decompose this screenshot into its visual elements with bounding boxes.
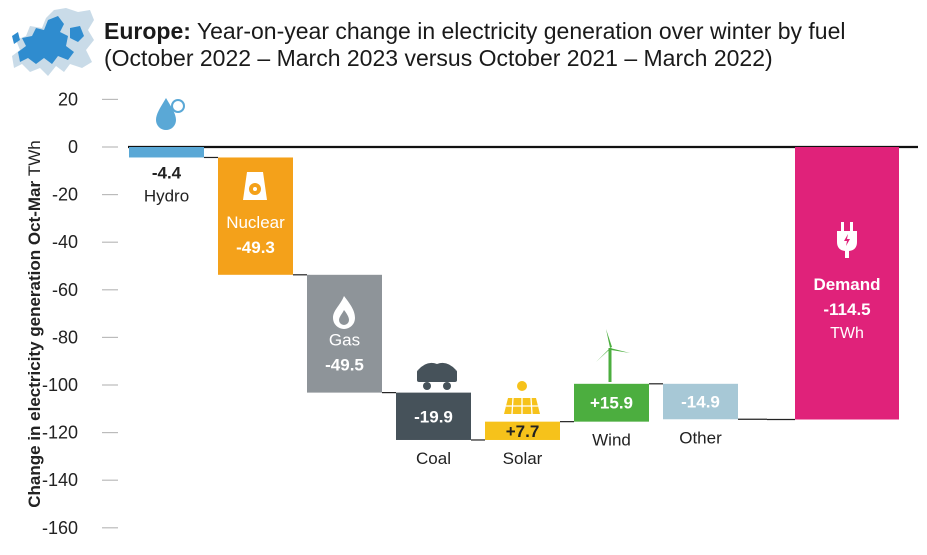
category-label: Solar xyxy=(503,449,543,468)
y-tick-label: -20 xyxy=(52,185,78,205)
data-label: -14.9 xyxy=(681,393,720,412)
y-tick-label: -100 xyxy=(42,375,78,395)
total-data-label: -114.5 xyxy=(823,300,870,319)
category-label: Nuclear xyxy=(226,213,285,232)
nuclear-icon xyxy=(243,172,267,200)
solar-panel-icon xyxy=(504,381,540,415)
y-tick-label: -80 xyxy=(52,327,78,347)
category-label: Coal xyxy=(416,449,451,468)
bar-coal xyxy=(396,392,471,440)
bar-demand xyxy=(795,147,899,420)
y-tick-label: -120 xyxy=(42,423,78,443)
gas-flame-icon xyxy=(333,296,355,329)
total-unit-label: TWh xyxy=(830,325,864,342)
y-tick-label: -40 xyxy=(52,232,78,252)
chart-title: Europe: Year-on-year change in electrici… xyxy=(104,18,919,72)
data-label: -4.4 xyxy=(152,163,182,182)
y-tick-label: -140 xyxy=(42,470,78,490)
y-tick-label: -60 xyxy=(52,280,78,300)
europe-map-icon xyxy=(12,8,94,76)
bar-solar xyxy=(485,421,560,440)
bar-other xyxy=(663,383,738,420)
bar-hydro xyxy=(129,147,204,158)
y-tick-label: 20 xyxy=(58,89,78,109)
data-label: -49.5 xyxy=(325,355,364,374)
bar-gas xyxy=(307,274,382,393)
data-label: -49.3 xyxy=(236,238,275,257)
y-axis-unit: TWh xyxy=(25,140,44,177)
water-drop-icon xyxy=(156,98,185,130)
y-axis-title: Change in electricity generation Oct-Mar… xyxy=(25,140,45,507)
data-label: +7.7 xyxy=(506,422,540,441)
category-label: Other xyxy=(679,428,722,447)
data-label: -19.9 xyxy=(414,407,453,426)
title-text: Year-on-year change in electricity gener… xyxy=(104,18,846,71)
y-axis-label: Change in electricity generation Oct-Mar xyxy=(25,180,44,508)
category-label: Hydro xyxy=(144,186,189,205)
wind-turbine-icon xyxy=(596,329,630,382)
bar-wind xyxy=(574,383,649,422)
title-region: Europe: xyxy=(104,18,191,44)
y-tick-label: -160 xyxy=(42,518,78,538)
category-label: Wind xyxy=(592,431,631,450)
y-tick-label: 0 xyxy=(68,137,78,157)
coal-cart-icon xyxy=(417,362,457,390)
data-label: +15.9 xyxy=(590,394,633,413)
power-plug-icon xyxy=(837,222,857,258)
category-label: Gas xyxy=(329,330,360,349)
total-category-label: Demand xyxy=(813,275,880,294)
